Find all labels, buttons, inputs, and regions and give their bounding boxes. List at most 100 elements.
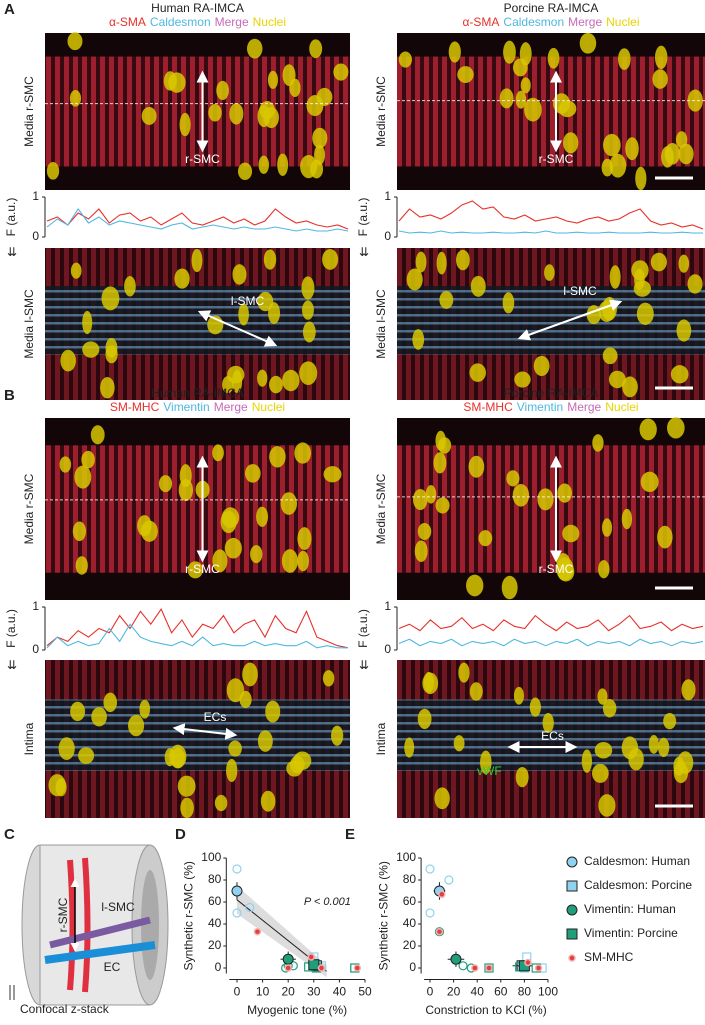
nucleus xyxy=(621,508,633,530)
nucleus xyxy=(282,369,300,392)
nucleus xyxy=(503,40,516,64)
nucleus xyxy=(648,734,659,754)
nucleus xyxy=(579,32,597,54)
nucleus xyxy=(141,107,157,125)
legend-symbol xyxy=(566,856,578,868)
legend-symbol xyxy=(566,880,578,892)
stain: Nuclei xyxy=(252,400,285,414)
nucleus xyxy=(297,550,309,572)
nucleus xyxy=(412,488,428,511)
nucleus xyxy=(256,506,269,527)
nucleus xyxy=(158,475,173,493)
profile-line xyxy=(398,200,704,230)
nucleus xyxy=(625,137,639,161)
nucleus xyxy=(398,51,412,68)
nucleus xyxy=(75,556,88,575)
panel-label: C xyxy=(4,826,15,843)
nucleus xyxy=(515,90,527,109)
y-tick-label: 1 xyxy=(384,599,391,613)
y-tick-label: 0 xyxy=(215,960,222,974)
nucleus xyxy=(468,455,485,478)
row-label: Intima xyxy=(22,722,36,755)
annotation: ECs xyxy=(541,729,564,743)
nucleus xyxy=(81,450,95,469)
row-label: Media r-SMC xyxy=(374,76,388,147)
annotation: ECs xyxy=(204,710,227,724)
micrograph xyxy=(397,248,705,400)
annotation: l-SMC xyxy=(231,294,265,308)
x-tick-label: 100 xyxy=(538,985,558,999)
stain: SM-MHC xyxy=(463,400,513,414)
legend-label: Caldesmon: Porcine xyxy=(584,878,692,892)
z-arrow: ⇊ xyxy=(7,658,17,672)
y-tick-label: 100 xyxy=(396,850,416,864)
nucleus xyxy=(667,417,685,439)
nucleus xyxy=(602,518,613,537)
nucleus xyxy=(601,158,614,177)
nucleus xyxy=(229,103,244,125)
row-label: Intima xyxy=(374,722,388,755)
nucleus xyxy=(457,66,474,83)
nucleus xyxy=(640,471,659,493)
nucleus xyxy=(323,466,342,483)
nucleus xyxy=(417,522,432,540)
confidence-band xyxy=(236,885,327,978)
arrow xyxy=(172,723,238,740)
nucleus xyxy=(277,153,289,177)
annotation: vWF xyxy=(477,764,502,778)
nucleus xyxy=(263,249,277,270)
nucleus xyxy=(598,560,610,579)
point xyxy=(425,908,435,918)
y-tick-label: 60 xyxy=(403,894,417,908)
nucleus xyxy=(70,262,82,279)
nucleus xyxy=(436,251,447,275)
nucleus xyxy=(105,337,118,358)
nucleus xyxy=(512,484,530,507)
nucleus xyxy=(434,787,450,810)
nucleus xyxy=(163,71,177,91)
nucleus xyxy=(520,77,531,94)
nucleus xyxy=(529,697,541,717)
y-axis-label: Synthetic r-SMC (%) xyxy=(376,861,390,970)
y-tick-label: 0 xyxy=(409,960,416,974)
nucleus xyxy=(281,549,298,573)
nucleus xyxy=(542,712,554,733)
z-arrow: ⇊ xyxy=(359,245,369,259)
nucleus xyxy=(302,300,314,320)
diagram-label: l-SMC xyxy=(101,900,135,914)
column-title: Human RA-IMCA xyxy=(151,386,244,400)
nucleus xyxy=(414,540,428,562)
nucleus xyxy=(164,748,176,767)
nucleus xyxy=(675,131,688,149)
stain: Merge xyxy=(214,400,248,414)
nucleus xyxy=(214,794,228,812)
nucleus xyxy=(187,561,204,579)
nucleus xyxy=(103,692,118,713)
nucleus xyxy=(470,275,486,297)
nucleus xyxy=(72,521,87,542)
nucleus xyxy=(458,662,470,683)
nucleus xyxy=(178,479,194,502)
nucleus xyxy=(58,737,75,760)
nucleus xyxy=(650,252,667,272)
nucleus xyxy=(269,446,286,468)
stain-legend: α-SMA Caldesmon Merge Nuclei xyxy=(109,15,286,29)
nucleus xyxy=(513,58,528,77)
y-tick-label: 20 xyxy=(403,938,417,952)
nucleus xyxy=(557,483,573,503)
nucleus xyxy=(622,376,638,398)
nucleus xyxy=(598,794,616,817)
nucleus xyxy=(244,464,261,483)
x-axis-label: Myogenic tone (%) xyxy=(247,1003,347,1017)
nucleus xyxy=(602,347,618,365)
y-tick-label: 1 xyxy=(384,189,391,203)
nucleus xyxy=(316,87,333,106)
nucleus xyxy=(220,510,237,534)
nucleus xyxy=(439,291,454,309)
legend-symbol xyxy=(566,904,578,916)
stain: Merge xyxy=(215,15,249,29)
profile-line xyxy=(46,623,348,649)
micrograph xyxy=(397,660,705,818)
profile-line xyxy=(46,208,349,232)
nucleus xyxy=(586,305,602,325)
